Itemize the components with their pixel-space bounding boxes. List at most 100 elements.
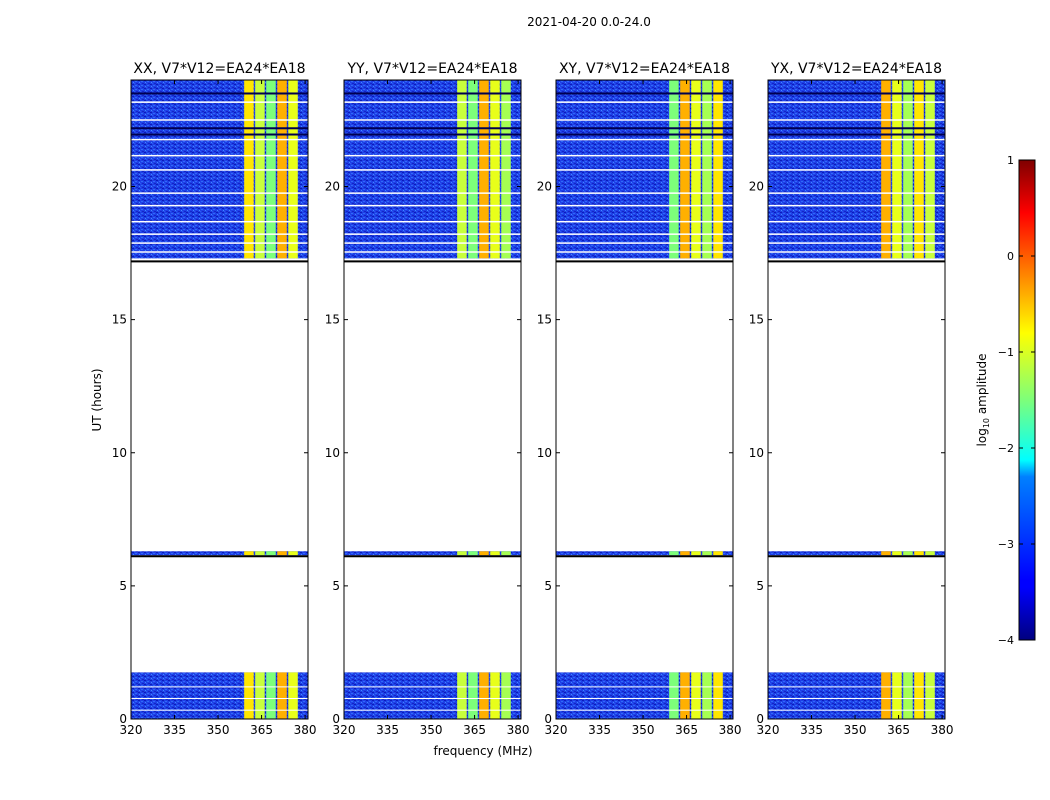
rfi-column bbox=[903, 672, 913, 719]
flag-line bbox=[131, 251, 308, 253]
flag-line bbox=[556, 709, 733, 711]
flag-line bbox=[344, 242, 521, 244]
data-block bbox=[556, 551, 733, 556]
rfi-column bbox=[702, 672, 712, 719]
flag-line bbox=[344, 192, 521, 194]
y-tick-label: 5 bbox=[332, 579, 340, 593]
flag-line bbox=[344, 169, 521, 171]
flag-line bbox=[131, 138, 308, 141]
panel-title: XY, V7*V12=EA24*EA18 bbox=[559, 61, 730, 77]
gap-marker bbox=[344, 555, 521, 558]
flag-line bbox=[131, 119, 308, 121]
y-tick-label: 5 bbox=[119, 579, 127, 593]
flag-line bbox=[131, 101, 308, 103]
flag-line bbox=[768, 686, 945, 688]
rfi-column bbox=[457, 672, 467, 719]
dark-line bbox=[344, 92, 521, 95]
panel-4: YX, V7*V12=EA24*EA18 320 335 350 365 380 0 5 10 1… bbox=[749, 61, 954, 737]
x-tick-label: 380 bbox=[931, 723, 954, 737]
flag-line bbox=[131, 220, 308, 223]
x-tick-label: 350 bbox=[420, 723, 443, 737]
panel-title: YY, V7*V12=EA24*EA18 bbox=[346, 61, 517, 77]
rfi-column bbox=[702, 551, 712, 556]
flag-line bbox=[344, 220, 521, 223]
panel-frame bbox=[130, 79, 309, 720]
x-tick-label: 380 bbox=[719, 723, 742, 737]
flag-line bbox=[556, 251, 733, 253]
rfi-column bbox=[680, 672, 690, 719]
flag-line bbox=[556, 698, 733, 700]
dark-line bbox=[768, 133, 945, 136]
rfi-column bbox=[881, 672, 891, 719]
x-tick-label: 320 bbox=[545, 723, 568, 737]
rfi-column bbox=[255, 551, 265, 556]
dark-line bbox=[556, 92, 733, 95]
x-tick-label: 320 bbox=[757, 723, 780, 737]
x-tick-label: 350 bbox=[207, 723, 230, 737]
rfi-column bbox=[288, 551, 298, 556]
flag-line bbox=[131, 204, 308, 207]
rfi-column bbox=[925, 672, 935, 719]
rfi-column bbox=[892, 672, 902, 719]
x-tick-label: 335 bbox=[163, 723, 186, 737]
x-tick-label: 335 bbox=[800, 723, 823, 737]
flag-line bbox=[556, 686, 733, 688]
flag-line bbox=[131, 242, 308, 244]
flag-line bbox=[768, 204, 945, 207]
gap-marker bbox=[556, 555, 733, 558]
rfi-column bbox=[244, 672, 254, 719]
panel-1: XX, V7*V12=EA24*EA18 320 335 350 365 380 0 5 10 1… bbox=[112, 61, 317, 737]
colorbar: 1 0 −1 −2 −3 −4 log10 amplitude bbox=[975, 154, 1036, 647]
colorbar-label: log10 amplitude bbox=[975, 354, 991, 447]
flag-line bbox=[131, 686, 308, 688]
flag-line bbox=[131, 169, 308, 171]
rfi-column bbox=[669, 672, 679, 719]
dark-line bbox=[344, 133, 521, 136]
flag-line bbox=[768, 233, 945, 235]
panel-frame bbox=[343, 79, 522, 720]
y-tick-label: 15 bbox=[325, 313, 340, 327]
colorbar-tick-label: −3 bbox=[998, 538, 1014, 551]
rfi-column bbox=[490, 672, 500, 719]
panel-title: XX, V7*V12=EA24*EA18 bbox=[133, 61, 305, 77]
colorbar-ticks: 1 0 −1 −2 −3 −4 bbox=[998, 154, 1035, 647]
y-tick-label: 20 bbox=[749, 180, 764, 194]
panel-3: XY, V7*V12=EA24*EA18 320 335 350 365 380 0 5 10 1… bbox=[537, 61, 742, 737]
flag-line bbox=[344, 119, 521, 121]
y-tick-label: 0 bbox=[756, 712, 764, 726]
gap-marker bbox=[131, 555, 308, 558]
flag-line bbox=[768, 101, 945, 103]
flag-line bbox=[556, 169, 733, 171]
figure-suptitle: 2021-04-20 0.0-24.0 bbox=[527, 15, 651, 29]
rfi-column bbox=[479, 672, 489, 719]
flag-line bbox=[768, 192, 945, 194]
y-tick-label: 15 bbox=[749, 313, 764, 327]
gap-marker bbox=[344, 260, 521, 263]
flag-line bbox=[344, 698, 521, 700]
panel-2: YY, V7*V12=EA24*EA18 320 335 350 365 380 0 5 10 1… bbox=[325, 61, 530, 737]
gap-marker bbox=[768, 555, 945, 558]
flag-line bbox=[344, 251, 521, 253]
rfi-column bbox=[903, 551, 913, 556]
x-tick-label: 350 bbox=[844, 723, 867, 737]
dark-line bbox=[131, 127, 308, 130]
rfi-column bbox=[468, 551, 478, 556]
data-block bbox=[344, 551, 521, 556]
flag-line bbox=[344, 233, 521, 235]
x-tick-label: 350 bbox=[632, 723, 655, 737]
rfi-column bbox=[244, 551, 254, 556]
flag-line bbox=[556, 204, 733, 207]
y-tick-label: 20 bbox=[112, 180, 127, 194]
y-tick-label: 20 bbox=[325, 180, 340, 194]
y-tick-label: 5 bbox=[544, 579, 552, 593]
colorbar-tick-label: 0 bbox=[1007, 250, 1014, 263]
flag-line bbox=[768, 251, 945, 253]
dark-line bbox=[344, 127, 521, 130]
rfi-column bbox=[691, 551, 701, 556]
dark-line bbox=[768, 92, 945, 95]
colorbar-gradient bbox=[1018, 159, 1036, 641]
flag-line bbox=[131, 709, 308, 711]
flag-line bbox=[556, 119, 733, 121]
y-tick-label: 10 bbox=[112, 446, 127, 460]
